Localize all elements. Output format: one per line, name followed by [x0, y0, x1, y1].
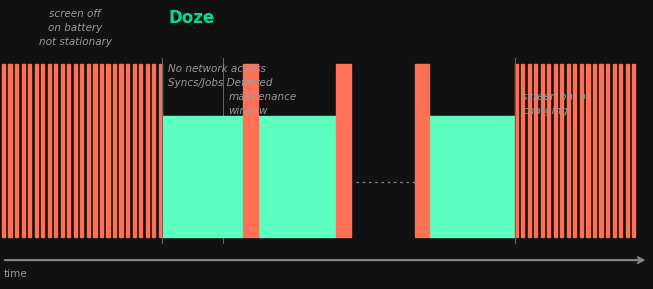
Text: maintenance
window: maintenance window	[229, 92, 297, 116]
Bar	[106, 64, 110, 237]
Bar	[336, 64, 351, 237]
Bar	[567, 64, 570, 237]
Bar	[534, 64, 537, 237]
Bar	[258, 116, 336, 237]
Bar	[15, 64, 18, 237]
Bar	[429, 116, 515, 237]
Bar	[152, 64, 155, 237]
Bar	[93, 64, 97, 237]
Bar	[126, 64, 129, 237]
Bar	[119, 64, 123, 237]
Bar	[415, 64, 429, 237]
Text: screen on, or
charging: screen on, or charging	[522, 92, 590, 116]
Bar	[8, 64, 12, 237]
Bar	[2, 64, 5, 237]
Bar	[67, 64, 71, 237]
Bar	[243, 64, 258, 237]
Bar	[613, 64, 616, 237]
Bar	[80, 64, 84, 237]
Bar	[28, 64, 31, 237]
Bar	[632, 64, 635, 237]
Bar	[54, 64, 57, 237]
Bar	[139, 64, 142, 237]
Bar	[74, 64, 77, 237]
Text: No network access
Syncs/Jobs Deferred: No network access Syncs/Jobs Deferred	[168, 64, 273, 88]
Bar	[22, 64, 25, 237]
Bar	[573, 64, 577, 237]
Bar	[580, 64, 583, 237]
Text: screen off
on battery
not stationary: screen off on battery not stationary	[39, 9, 112, 47]
Bar	[528, 64, 531, 237]
Bar	[113, 64, 116, 237]
Bar	[606, 64, 609, 237]
Text: Doze: Doze	[168, 9, 215, 27]
Bar	[599, 64, 603, 237]
Bar	[515, 64, 518, 237]
Bar	[159, 64, 162, 237]
Bar	[560, 64, 564, 237]
Text: time: time	[3, 269, 27, 279]
Bar	[554, 64, 557, 237]
Bar	[100, 64, 103, 237]
Bar	[547, 64, 550, 237]
Bar	[48, 64, 51, 237]
Bar	[87, 64, 90, 237]
Bar	[521, 64, 524, 237]
Bar	[626, 64, 629, 237]
Bar	[586, 64, 590, 237]
Bar	[61, 64, 64, 237]
Bar	[35, 64, 38, 237]
Bar	[162, 116, 243, 237]
Bar	[593, 64, 596, 237]
Bar	[541, 64, 544, 237]
Bar	[619, 64, 622, 237]
Bar	[133, 64, 136, 237]
Bar	[146, 64, 149, 237]
Bar	[41, 64, 44, 237]
